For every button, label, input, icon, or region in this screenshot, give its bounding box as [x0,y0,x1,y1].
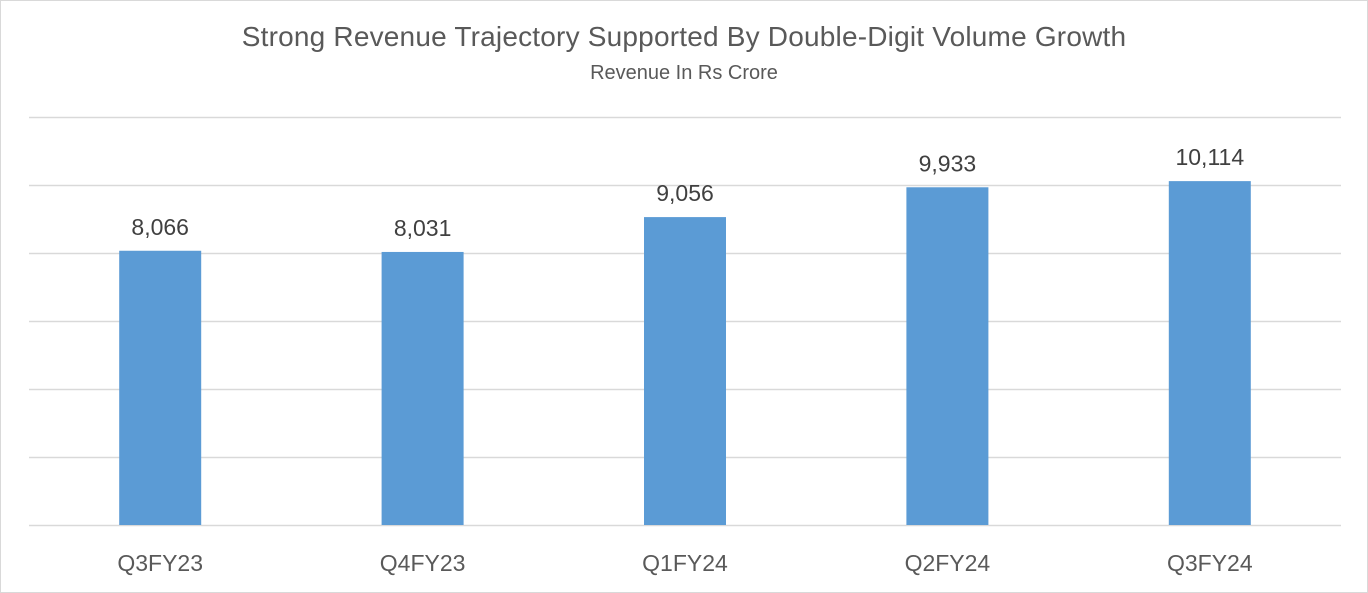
bar-q4fy23 [381,251,464,526]
chart-title: Strong Revenue Trajectory Supported By D… [241,21,1127,52]
data-label-q3fy24: 10,114 [1175,144,1244,170]
bar-q3fy24 [1168,181,1251,525]
bar-q1fy24 [644,217,726,525]
x-tick-label-q1fy24: Q1FY24 [642,550,728,576]
x-tick-label-q3fy23: Q3FY23 [117,550,203,576]
x-tick-label-q4fy23: Q4FY23 [380,550,466,576]
chart-subtitle: Revenue In Rs Crore [590,62,778,84]
data-label-q2fy24: 9,933 [919,150,977,176]
data-label-q4fy23: 8,031 [394,215,452,241]
x-tick-label-q3fy24: Q3FY24 [1167,550,1253,576]
data-label-q1fy24: 9,056 [656,180,714,206]
bar-q2fy24 [906,187,989,525]
x-tick-label-q2fy24: Q2FY24 [905,550,991,576]
data-label-q3fy23: 8,066 [131,214,189,240]
bar-q3fy23 [119,250,202,526]
